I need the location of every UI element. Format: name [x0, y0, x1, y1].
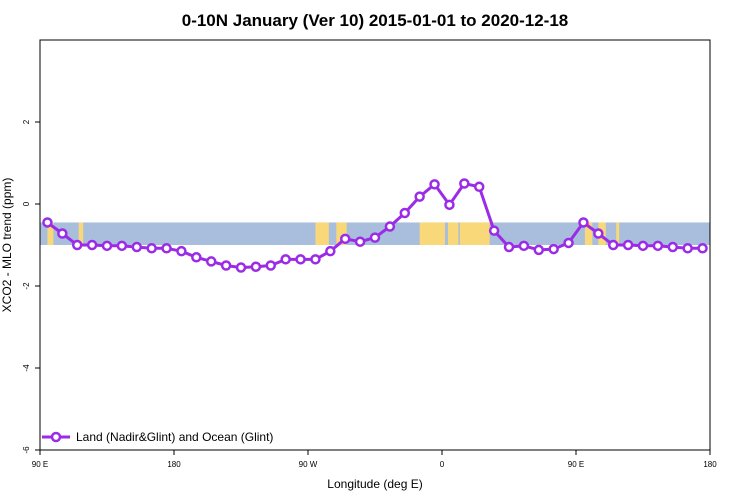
land-segment — [419, 222, 445, 245]
x-tick-label: 180 — [167, 460, 181, 469]
series-layer — [42, 178, 708, 273]
data-point — [280, 254, 291, 265]
y-axis-label: XCO2 - MLO trend (ppm) — [0, 178, 14, 313]
land-segment — [459, 222, 490, 245]
data-point — [116, 240, 128, 252]
x-tick-label: 90 W — [299, 460, 318, 469]
data-point — [161, 243, 172, 254]
y-tick-label: -6 — [22, 446, 31, 454]
y-tick-label: -4 — [22, 364, 31, 372]
data-point — [652, 240, 664, 252]
data-point — [57, 228, 68, 239]
data-point — [86, 239, 98, 251]
data-point — [548, 243, 559, 255]
data-point — [488, 225, 500, 236]
data-point — [101, 240, 113, 252]
data-point — [191, 252, 202, 263]
land-segment — [336, 222, 347, 245]
y-tick-label: 2 — [22, 119, 31, 124]
data-point — [578, 217, 589, 228]
data-point — [235, 262, 247, 273]
data-point — [220, 260, 232, 271]
data-point — [369, 232, 381, 243]
data-point — [459, 178, 470, 189]
data-point — [667, 241, 679, 253]
data-point — [518, 240, 530, 252]
y-axis: -6 -4 -2 0 2 — [22, 119, 40, 454]
data-point — [205, 256, 217, 267]
data-point — [429, 179, 440, 190]
data-point — [473, 181, 485, 193]
data-point — [682, 243, 693, 254]
x-axis: 90 E 180 90 W 0 90 E 180 — [32, 450, 717, 469]
data-point — [697, 243, 708, 254]
data-point — [607, 239, 619, 251]
data-point — [250, 261, 262, 272]
x-tick-label: 180 — [703, 460, 717, 469]
x-tick-label: 90 E — [568, 460, 584, 469]
legend-label: Land (Nadir&Glint) and Ocean (Glint) — [76, 430, 273, 444]
chart-title: 0-10N January (Ver 10) 2015-01-01 to 202… — [182, 11, 569, 30]
data-point — [325, 245, 336, 257]
data-point — [503, 241, 515, 253]
land-segment — [616, 222, 620, 245]
data-point — [637, 240, 649, 252]
data-point — [310, 254, 321, 265]
data-point — [339, 233, 351, 245]
data-point — [354, 236, 366, 247]
x-tick-label: 0 — [440, 460, 445, 469]
x-tick-label: 90 E — [32, 460, 48, 469]
data-point — [131, 241, 143, 253]
data-point — [622, 239, 634, 251]
data-point — [295, 254, 306, 265]
data-point — [146, 243, 157, 254]
land-segment — [78, 222, 84, 245]
data-point — [71, 239, 83, 251]
data-point — [444, 199, 455, 211]
data-point — [593, 228, 604, 239]
data-point — [42, 217, 53, 228]
land-segment — [447, 222, 459, 245]
land-segment — [47, 222, 54, 245]
legend: Land (Nadir&Glint) and Ocean (Glint) — [42, 430, 273, 444]
data-point — [563, 237, 574, 249]
data-point — [265, 260, 277, 271]
plot-frame — [39, 39, 711, 451]
data-point — [414, 191, 425, 202]
land-segment — [584, 222, 593, 245]
data-point — [533, 244, 545, 256]
land-segment — [315, 222, 329, 245]
legend-marker — [50, 431, 62, 443]
y-tick-label: -2 — [22, 282, 31, 290]
x-axis-label: Longitude (deg E) — [327, 477, 422, 491]
data-point — [176, 245, 187, 257]
y-tick-label: 0 — [22, 201, 31, 206]
data-point — [384, 221, 396, 232]
data-point — [399, 207, 411, 219]
